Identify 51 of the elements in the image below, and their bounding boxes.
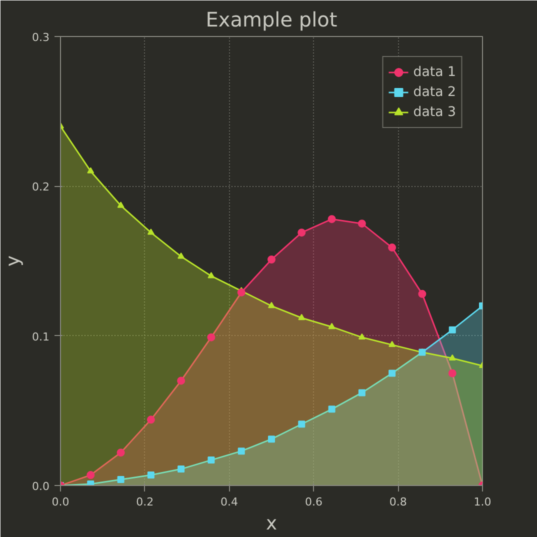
point (117, 476, 124, 484)
legend-label: data 3 (413, 104, 456, 120)
point (86, 471, 95, 480)
point (328, 215, 336, 224)
legend-label: data 2 (413, 84, 456, 100)
x-tick-label: 0.2 (136, 496, 154, 508)
point (298, 420, 306, 428)
point (358, 333, 366, 340)
x-tick-label: 0.8 (389, 496, 407, 508)
y-tick-label: 0.1 (32, 330, 50, 344)
point (268, 256, 276, 264)
point (328, 406, 336, 413)
point (117, 202, 124, 208)
point (298, 228, 306, 237)
point (178, 466, 185, 473)
x-tick-label: 0.0 (52, 496, 70, 508)
point (268, 302, 275, 308)
point (208, 456, 215, 464)
point (268, 436, 275, 443)
point (328, 322, 336, 330)
x-tick-label: 0.4 (220, 496, 238, 508)
point (208, 272, 215, 278)
point (177, 376, 186, 385)
point (388, 370, 396, 377)
point (207, 333, 216, 342)
chart-title: Example plot (206, 8, 338, 32)
point (116, 448, 125, 457)
point (237, 288, 246, 296)
point (388, 244, 396, 252)
y-axis-title: y (3, 255, 24, 267)
point (147, 472, 154, 479)
point (418, 290, 426, 298)
point (448, 326, 456, 334)
y-tick-label: 0.2 (32, 180, 50, 194)
x-axis-title: x (266, 514, 278, 534)
point (238, 448, 245, 455)
point (298, 314, 306, 320)
x-tick-label: 0.6 (304, 496, 322, 508)
point (448, 354, 456, 361)
x-tick-label: 1.0 (474, 496, 492, 508)
point (146, 416, 155, 424)
point (358, 389, 366, 396)
y-tick-label: 0.0 (32, 480, 50, 493)
point (178, 252, 185, 259)
point (358, 220, 366, 228)
point (147, 228, 154, 235)
legend-label: data 1 (413, 64, 456, 80)
point (388, 340, 396, 348)
point (448, 369, 456, 378)
point (87, 167, 94, 174)
y-tick-label: 0.3 (32, 31, 50, 44)
